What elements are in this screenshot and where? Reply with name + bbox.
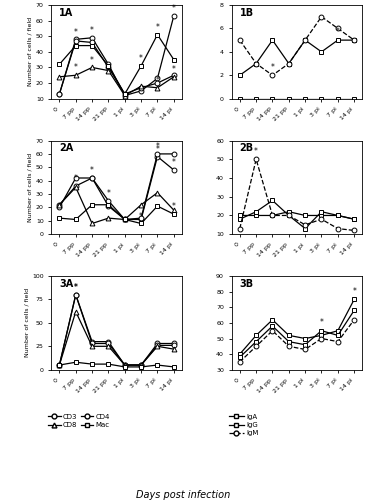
- Text: 2B: 2B: [239, 144, 254, 154]
- Text: Days post infection: Days post infection: [136, 490, 230, 500]
- Text: *: *: [172, 65, 176, 74]
- Text: *: *: [254, 146, 258, 156]
- Text: *: *: [320, 318, 324, 327]
- Text: *: *: [90, 26, 94, 35]
- Text: 2A: 2A: [59, 144, 73, 154]
- Text: *: *: [107, 189, 111, 198]
- Text: *: *: [74, 283, 78, 292]
- Text: *: *: [336, 28, 340, 36]
- Text: *: *: [139, 212, 143, 220]
- Text: *: *: [74, 64, 78, 72]
- Text: *: *: [270, 62, 274, 72]
- Y-axis label: Number of cells / field: Number of cells / field: [28, 153, 33, 222]
- Text: *: *: [172, 4, 176, 13]
- Legend: IgA, IgG, IgM: IgA, IgG, IgM: [228, 414, 258, 436]
- Text: *: *: [172, 158, 176, 167]
- Text: *: *: [156, 142, 159, 151]
- Text: *: *: [352, 286, 356, 296]
- Text: *: *: [74, 283, 78, 292]
- Text: *: *: [172, 202, 176, 211]
- Text: 3B: 3B: [239, 279, 254, 289]
- Text: 3A: 3A: [59, 279, 73, 289]
- Text: *: *: [139, 54, 143, 63]
- Text: *: *: [90, 56, 94, 64]
- Text: *: *: [156, 23, 159, 32]
- Text: *: *: [74, 174, 78, 183]
- Text: *: *: [156, 76, 159, 85]
- Text: *: *: [74, 28, 78, 36]
- Y-axis label: Number of cells / field: Number of cells / field: [24, 288, 29, 358]
- Legend: CD3, CD8, CD4, Mac: CD3, CD8, CD4, Mac: [48, 414, 110, 428]
- Text: 1B: 1B: [239, 8, 254, 18]
- Text: *: *: [90, 166, 94, 175]
- Text: 1A: 1A: [59, 8, 73, 18]
- Text: *: *: [156, 145, 159, 154]
- Y-axis label: Number of cells / field: Number of cells / field: [28, 18, 33, 86]
